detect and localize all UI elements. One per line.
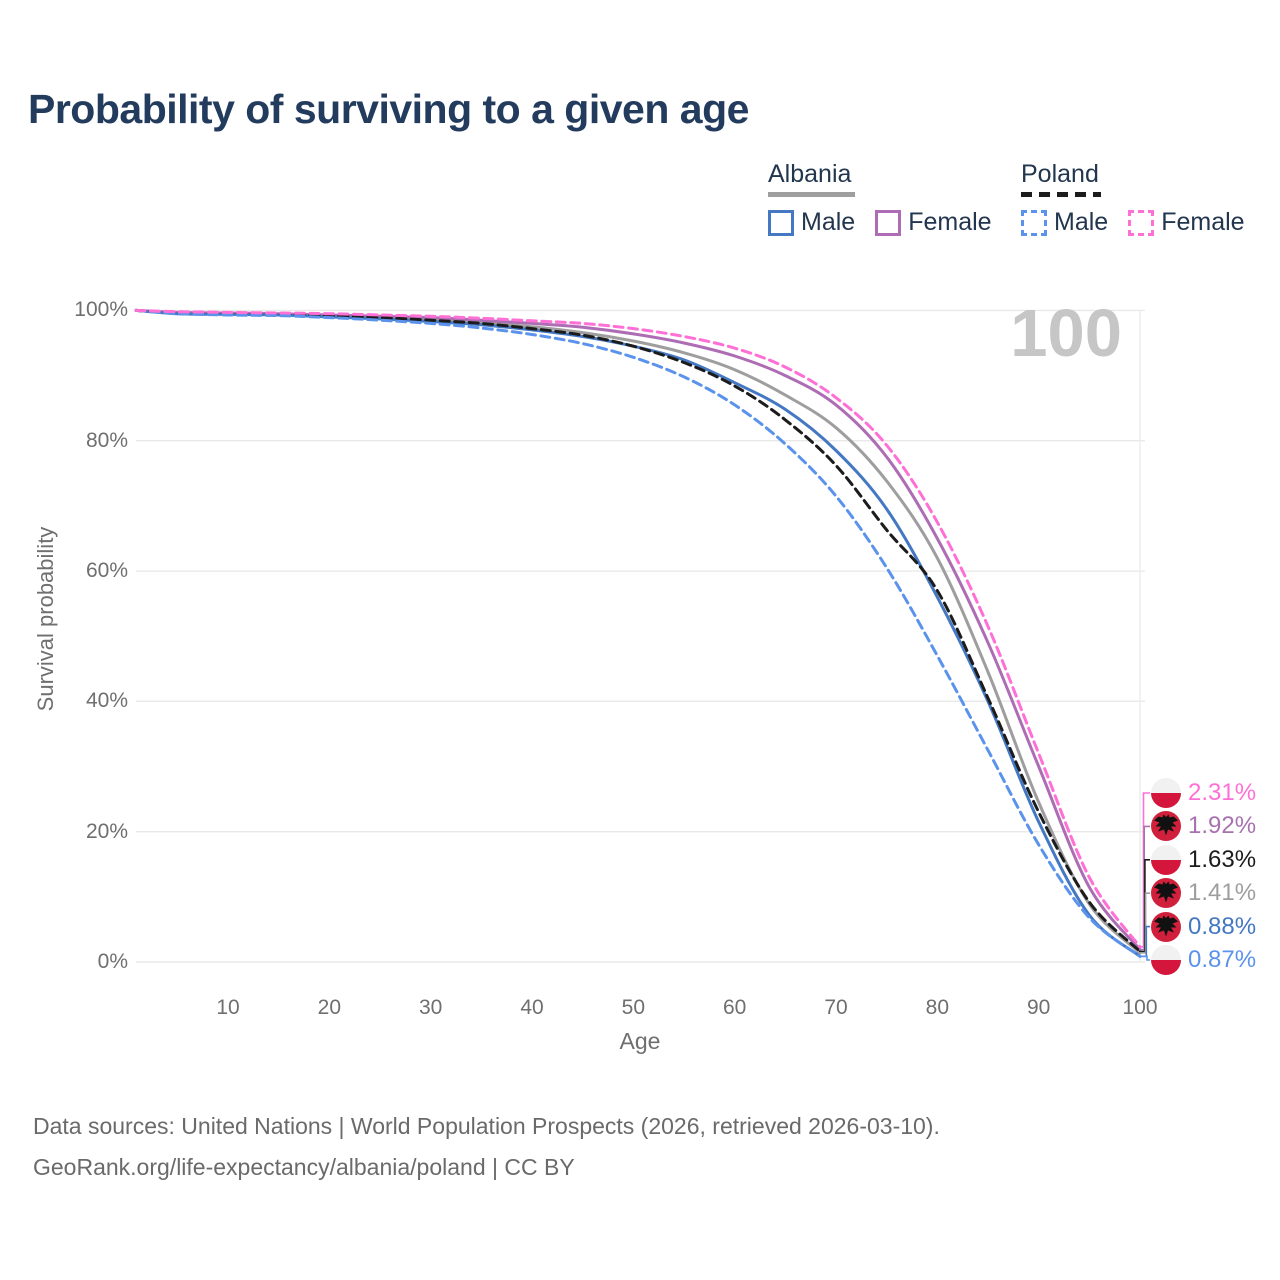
end-label-albania-female: 1.92% (1149, 809, 1256, 843)
end-label-albania-male: 0.88% (1149, 910, 1256, 944)
albanian-eagle (1154, 814, 1178, 836)
footer-attribution-link: GeoRank.org/life-expectancy/albania/pola… (33, 1154, 575, 1180)
legend-item-albania-female[interactable]: Female (875, 208, 992, 237)
legend-poland-header: Poland (1021, 160, 1245, 197)
age-counter-watermark: 100 (1010, 296, 1122, 371)
poland-male-checkbox[interactable] (1021, 209, 1047, 236)
poland-flag-icon (1151, 945, 1181, 975)
end-label-value: 0.88% (1188, 912, 1257, 940)
page-title: Probability of surviving to a given age (28, 86, 749, 132)
y-tick-20: 20% (85, 819, 128, 843)
legend-item-poland-male[interactable]: Male (1021, 208, 1108, 237)
legend-albania-items: Male Female (768, 208, 992, 237)
y-tick-0: 0% (97, 950, 128, 973)
albania-combined-line-swatch[interactable] (768, 192, 855, 197)
legend-poland-title: Poland (1021, 160, 1099, 188)
poland-combined-line-swatch[interactable] (1021, 192, 1101, 197)
legend-group-albania: Albania Male Female (768, 160, 992, 237)
series-curve-poland-both-sexes- (134, 308, 1142, 953)
series-curve-albania-both-sexes- (134, 308, 1142, 955)
y-tick-40: 40% (85, 689, 128, 713)
x-tick-70: 70 (824, 996, 848, 1019)
series-curve-poland-male (134, 308, 1142, 958)
x-tick-20: 20 (317, 996, 342, 1019)
footer: Data sources: United Nations | World Pop… (33, 1106, 940, 1188)
y-tick-60: 60% (85, 559, 128, 583)
x-tick-80: 80 (925, 996, 949, 1019)
legend-group-poland: Poland Male Female (1021, 160, 1245, 237)
y-tick-100: 100% (74, 298, 128, 322)
series-curve-albania-male (134, 308, 1142, 958)
albania-flag-icon (1151, 811, 1181, 842)
end-label-poland-female: 2.31% (1149, 776, 1256, 810)
end-label-connector-5 (1139, 955, 1150, 961)
end-label-poland-both-sexes-: 1.63% (1149, 843, 1256, 877)
legend-albania-title: Albania (768, 160, 852, 188)
x-tick-90: 90 (1026, 996, 1051, 1019)
x-tick-10: 10 (216, 996, 240, 1019)
legend-albania-male-label: Male (801, 208, 856, 236)
legend-albania-female-label: Female (908, 208, 992, 236)
x-tick-100: 100 (1122, 996, 1158, 1019)
poland-flag-icon (1151, 844, 1181, 875)
poland-flag-icon (1151, 778, 1181, 808)
x-tick-30: 30 (419, 996, 443, 1019)
y-tick-80: 80% (85, 428, 128, 452)
x-tick-40: 40 (520, 996, 544, 1019)
end-label-poland-male: 0.87% (1149, 943, 1256, 977)
legend-item-poland-female[interactable]: Female (1128, 208, 1245, 237)
legend-poland-male-label: Male (1054, 208, 1109, 236)
x-tick-50: 50 (621, 996, 646, 1019)
end-label-albania-both-sexes-: 1.41% (1149, 876, 1256, 910)
y-axis-title: Survival probability (33, 526, 58, 712)
legend-poland-female-label: Female (1161, 208, 1245, 236)
end-label-value: 1.63% (1188, 845, 1257, 873)
end-label-value: 1.41% (1188, 879, 1257, 907)
end-label-value: 0.87% (1188, 946, 1257, 973)
albania-flag-icon (1151, 878, 1181, 909)
albania-female-checkbox[interactable] (875, 209, 902, 236)
footer-data-sources: Data sources: United Nations | World Pop… (33, 1113, 940, 1139)
albania-flag-icon (1151, 911, 1181, 942)
legend-item-albania-male[interactable]: Male (768, 208, 855, 237)
end-label-connector-3 (1139, 892, 1150, 954)
series-curve-poland-female (134, 308, 1142, 949)
end-label-value: 1.92% (1188, 812, 1257, 840)
end-label-value: 2.31% (1188, 779, 1257, 806)
x-axis-title: Age (619, 1028, 661, 1054)
albanian-eagle (1154, 881, 1178, 903)
legend-albania-header: Albania (768, 160, 992, 197)
albanian-eagle (1154, 915, 1178, 937)
legend-poland-items: Male Female (1021, 208, 1245, 237)
poland-female-checkbox[interactable] (1128, 209, 1155, 236)
albania-male-checkbox[interactable] (768, 209, 794, 236)
x-tick-60: 60 (722, 996, 747, 1019)
